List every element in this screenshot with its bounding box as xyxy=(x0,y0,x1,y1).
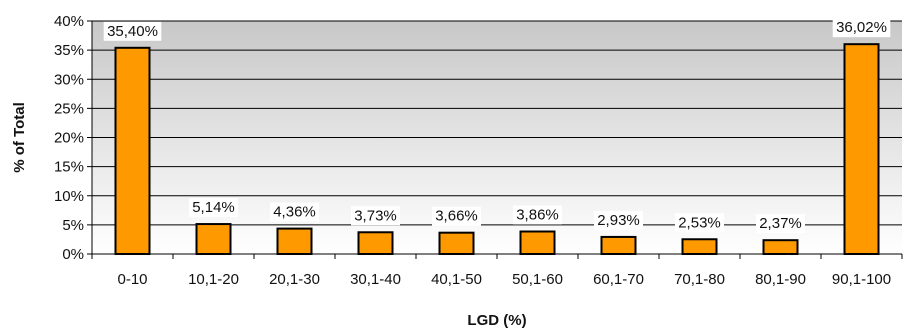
x-tick-label: 50,1-60 xyxy=(512,271,563,288)
axes: 0% 5% 10% 15% 20% 25% 30% 35% 40% 0-10 10,1-20 20,1… xyxy=(54,13,903,288)
data-label-background xyxy=(351,206,400,226)
x-tick-label: 70,1-80 xyxy=(674,271,725,288)
data-label: 3,66% xyxy=(435,208,478,225)
data-label: 4,36% xyxy=(273,204,316,221)
bar xyxy=(519,230,556,256)
y-tick-label: 0% xyxy=(62,246,84,263)
x-tick-label: 80,1-90 xyxy=(755,271,806,288)
bar xyxy=(114,46,151,255)
y-tick-label: 10% xyxy=(54,188,84,205)
data-label: 2,37% xyxy=(759,215,802,232)
data-label: 5,14% xyxy=(192,199,235,216)
x-tick-label: 10,1-20 xyxy=(188,271,239,288)
bar xyxy=(357,231,394,255)
data-label-background xyxy=(756,214,805,234)
bar xyxy=(195,223,232,255)
x-tick-label: 40,1-50 xyxy=(431,271,482,288)
y-tick-label: 5% xyxy=(62,217,84,234)
data-labels: 35,40% 5,14% 4,36% 3,73% 3,66% 3,86% 2,93% 2,53… xyxy=(103,18,891,234)
data-label-background xyxy=(513,205,562,225)
x-axis-title: LGD (%) xyxy=(467,312,526,329)
data-label-background xyxy=(270,202,319,222)
data-label-background xyxy=(594,210,643,230)
data-label-background xyxy=(189,198,238,218)
y-tick-label: 25% xyxy=(54,100,84,117)
x-tick-label: 20,1-30 xyxy=(269,271,320,288)
data-label: 2,53% xyxy=(678,214,721,231)
data-label: 3,73% xyxy=(354,207,397,224)
bar xyxy=(681,238,718,256)
bar xyxy=(762,239,799,255)
bars xyxy=(114,43,880,256)
bar xyxy=(843,43,880,255)
data-label-background xyxy=(832,18,891,38)
y-tick-label: 30% xyxy=(54,71,84,88)
data-label: 35,40% xyxy=(107,23,158,40)
bar xyxy=(276,227,313,255)
y-tick-label: 35% xyxy=(54,42,84,59)
y-tick-label: 20% xyxy=(54,130,84,147)
y-tick-label: 15% xyxy=(54,159,84,176)
x-tick-label: 60,1-70 xyxy=(593,271,644,288)
x-tick-label: 0-10 xyxy=(117,271,147,288)
data-label-background xyxy=(432,206,481,226)
data-label: 2,93% xyxy=(597,212,640,229)
data-label: 36,02% xyxy=(836,19,887,36)
y-tick-label: 40% xyxy=(54,13,84,30)
bar xyxy=(438,231,475,255)
data-label-background xyxy=(103,21,162,41)
y-axis-title: % of Total xyxy=(11,102,28,173)
x-tick-label: 90,1-100 xyxy=(832,271,891,288)
data-label-background xyxy=(675,213,724,233)
data-label: 3,86% xyxy=(516,207,559,224)
x-tick-label: 30,1-40 xyxy=(350,271,401,288)
bar xyxy=(600,235,637,256)
